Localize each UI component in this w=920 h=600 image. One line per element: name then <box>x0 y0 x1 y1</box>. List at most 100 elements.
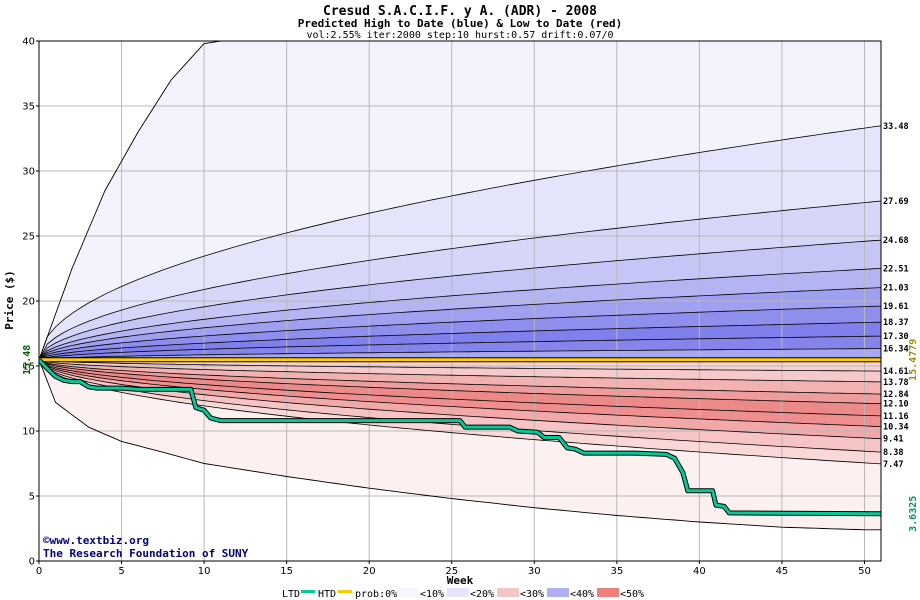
band-blue-6 <box>39 322 881 360</box>
y-tick-label-7: 35 <box>22 102 35 113</box>
x-axis-label: Week <box>447 574 474 587</box>
legend-bin-label-5: <50% <box>620 589 644 600</box>
legend-bin-swatch-0 <box>397 588 419 597</box>
band-blue-inner <box>39 348 881 360</box>
band-blue-outer <box>39 41 881 360</box>
chart-title: Cresud S.A.C.I.F. y A. (ADR) - 2008 <box>323 4 597 19</box>
quantile-label-8: 16.34 <box>883 345 909 355</box>
band-blue-4 <box>39 287 881 360</box>
x-tick-label-9: 45 <box>776 566 789 577</box>
quantile-label-1: 27.69 <box>883 197 909 207</box>
quantile-line-lower-4 <box>39 359 881 417</box>
quantile-line-lower-6 <box>39 359 881 440</box>
series-line-ltd <box>39 358 881 516</box>
band-red-outer <box>39 359 881 530</box>
legend-bin-swatch-4 <box>597 588 619 597</box>
quantile-line-upper-2 <box>39 239 881 361</box>
quantile-label-13: 11.16 <box>883 412 909 422</box>
x-tick-label-3: 15 <box>280 566 293 577</box>
quantile-line-lower-3 <box>39 359 881 405</box>
band-red-1 <box>39 359 881 395</box>
quantile-line-lower-8 <box>39 359 881 465</box>
quantile-label-10: 13.78 <box>883 378 909 388</box>
quantile-label-11: 12.84 <box>883 390 909 400</box>
x-tick-label-2: 10 <box>198 566 211 577</box>
x-tick-label-0: 0 <box>36 566 42 577</box>
x-tick-label-6: 30 <box>528 566 541 577</box>
band-red-5 <box>39 359 881 439</box>
quantile-label-14: 10.34 <box>883 423 909 433</box>
y-axis-ticks: 0 5 10 15 20 25 30 35 40 <box>22 37 39 568</box>
band-red-3 <box>39 359 881 416</box>
y-tick-label-2: 10 <box>22 427 35 438</box>
grid <box>38 40 881 562</box>
y-tick-label-0: 0 <box>29 557 35 568</box>
x-tick-label-8: 40 <box>693 566 706 577</box>
quantile-line-upper-8 <box>39 348 881 361</box>
legend-htd-label: HTD <box>318 589 336 600</box>
band-red-7 <box>39 359 881 464</box>
quantile-line-lower-7 <box>39 359 881 453</box>
legend-bin-swatch-3 <box>547 588 569 597</box>
quantile-label-4: 21.03 <box>883 284 909 294</box>
band-red-0 <box>39 359 881 382</box>
chart-subtitle: Predicted High to Date (blue) & Low to D… <box>298 17 623 30</box>
quantile-line-lower-1 <box>39 359 881 383</box>
x-axis-ticks: 0 5 10 15 20 25 30 35 40 45 50 <box>36 561 871 577</box>
band-red-6 <box>39 359 881 453</box>
quantile-line-upper-3 <box>39 268 881 361</box>
legend-ltd-label: LTD <box>282 589 300 600</box>
band-blue-1 <box>39 201 881 360</box>
legend-bin-label-1: <10% <box>420 589 444 600</box>
quantile-line-lower-0 <box>39 359 881 372</box>
quantile-line-upper-0 <box>39 125 881 360</box>
quantile-line-upper-5 <box>39 305 881 361</box>
credit-url: ©www.textbiz.org <box>43 534 149 547</box>
quantile-line-upper-1 <box>39 200 881 360</box>
y-tick-label-6: 30 <box>22 167 35 178</box>
legend-bin-swatch-1 <box>447 588 469 597</box>
quantile-line-upper-4 <box>39 287 881 361</box>
last-price-label: 3.6325 <box>908 496 919 532</box>
y-tick-label-1: 5 <box>29 492 35 503</box>
legend-bin-label-3: <30% <box>520 589 544 600</box>
quantile-line-lower-2 <box>39 359 881 395</box>
credit-org: The Research Foundation of SUNY <box>43 547 249 560</box>
y-axis-label: Price ($) <box>3 270 16 330</box>
quantile-label-9: 14.61 <box>883 367 909 377</box>
quantile-line-upper-7 <box>39 335 881 361</box>
x-tick-label-10: 50 <box>858 566 871 577</box>
y-tick-label-3: 15 <box>22 362 35 373</box>
quantile-label-15: 9.41 <box>883 435 903 445</box>
legend-bin-label-4: <40% <box>570 589 594 600</box>
start-price-label: 15.48 <box>22 345 33 375</box>
quantile-label-2: 24.68 <box>883 236 909 246</box>
quantile-labels: 33.48 27.69 24.68 22.51 21.03 19.61 18.37 17.30… <box>883 122 909 470</box>
y-tick-label-5: 25 <box>22 232 35 243</box>
legend: LTD HTD prob:0% <10% <20% <30% <40% <50% <box>282 588 644 600</box>
quantile-label-5: 19.61 <box>883 302 909 312</box>
quantile-label-6: 18.37 <box>883 318 909 328</box>
quantile-label-3: 22.51 <box>883 264 909 274</box>
quantile-label-17: 7.47 <box>883 460 903 470</box>
legend-prob-label: prob:0% <box>355 589 397 600</box>
x-tick-label-4: 20 <box>363 566 376 577</box>
band-red-4 <box>39 359 881 427</box>
reference-price-label: 15.4779 <box>908 339 919 381</box>
x-tick-label-5: 25 <box>445 566 458 577</box>
band-blue-0 <box>39 125 881 360</box>
x-tick-label-1: 5 <box>118 566 124 577</box>
band-red-2 <box>39 359 881 404</box>
chart-params: vol:2.55% iter:2000 step:10 hurst:0.57 d… <box>306 30 613 41</box>
quantile-label-16: 8.38 <box>883 448 903 458</box>
probability-bands <box>39 41 881 530</box>
quantile-label-12: 12.10 <box>883 400 909 410</box>
y-tick-label-4: 20 <box>22 297 35 308</box>
band-blue-3 <box>39 268 881 360</box>
quantile-label-7: 17.30 <box>883 332 909 342</box>
upper-envelope-line <box>39 41 881 360</box>
legend-bin-swatch-2 <box>497 588 519 597</box>
legend-bin-label-2: <20% <box>470 589 494 600</box>
series-layer <box>39 357 881 517</box>
